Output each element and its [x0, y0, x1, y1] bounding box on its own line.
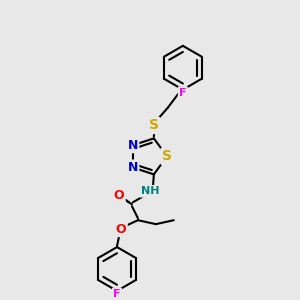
Text: N: N	[128, 139, 138, 152]
Text: NH: NH	[141, 186, 159, 196]
Text: O: O	[116, 223, 126, 236]
Text: F: F	[179, 88, 187, 98]
Text: S: S	[162, 149, 172, 164]
Text: N: N	[128, 161, 138, 174]
Text: F: F	[113, 289, 121, 299]
Text: S: S	[149, 118, 159, 133]
Text: O: O	[114, 189, 124, 202]
